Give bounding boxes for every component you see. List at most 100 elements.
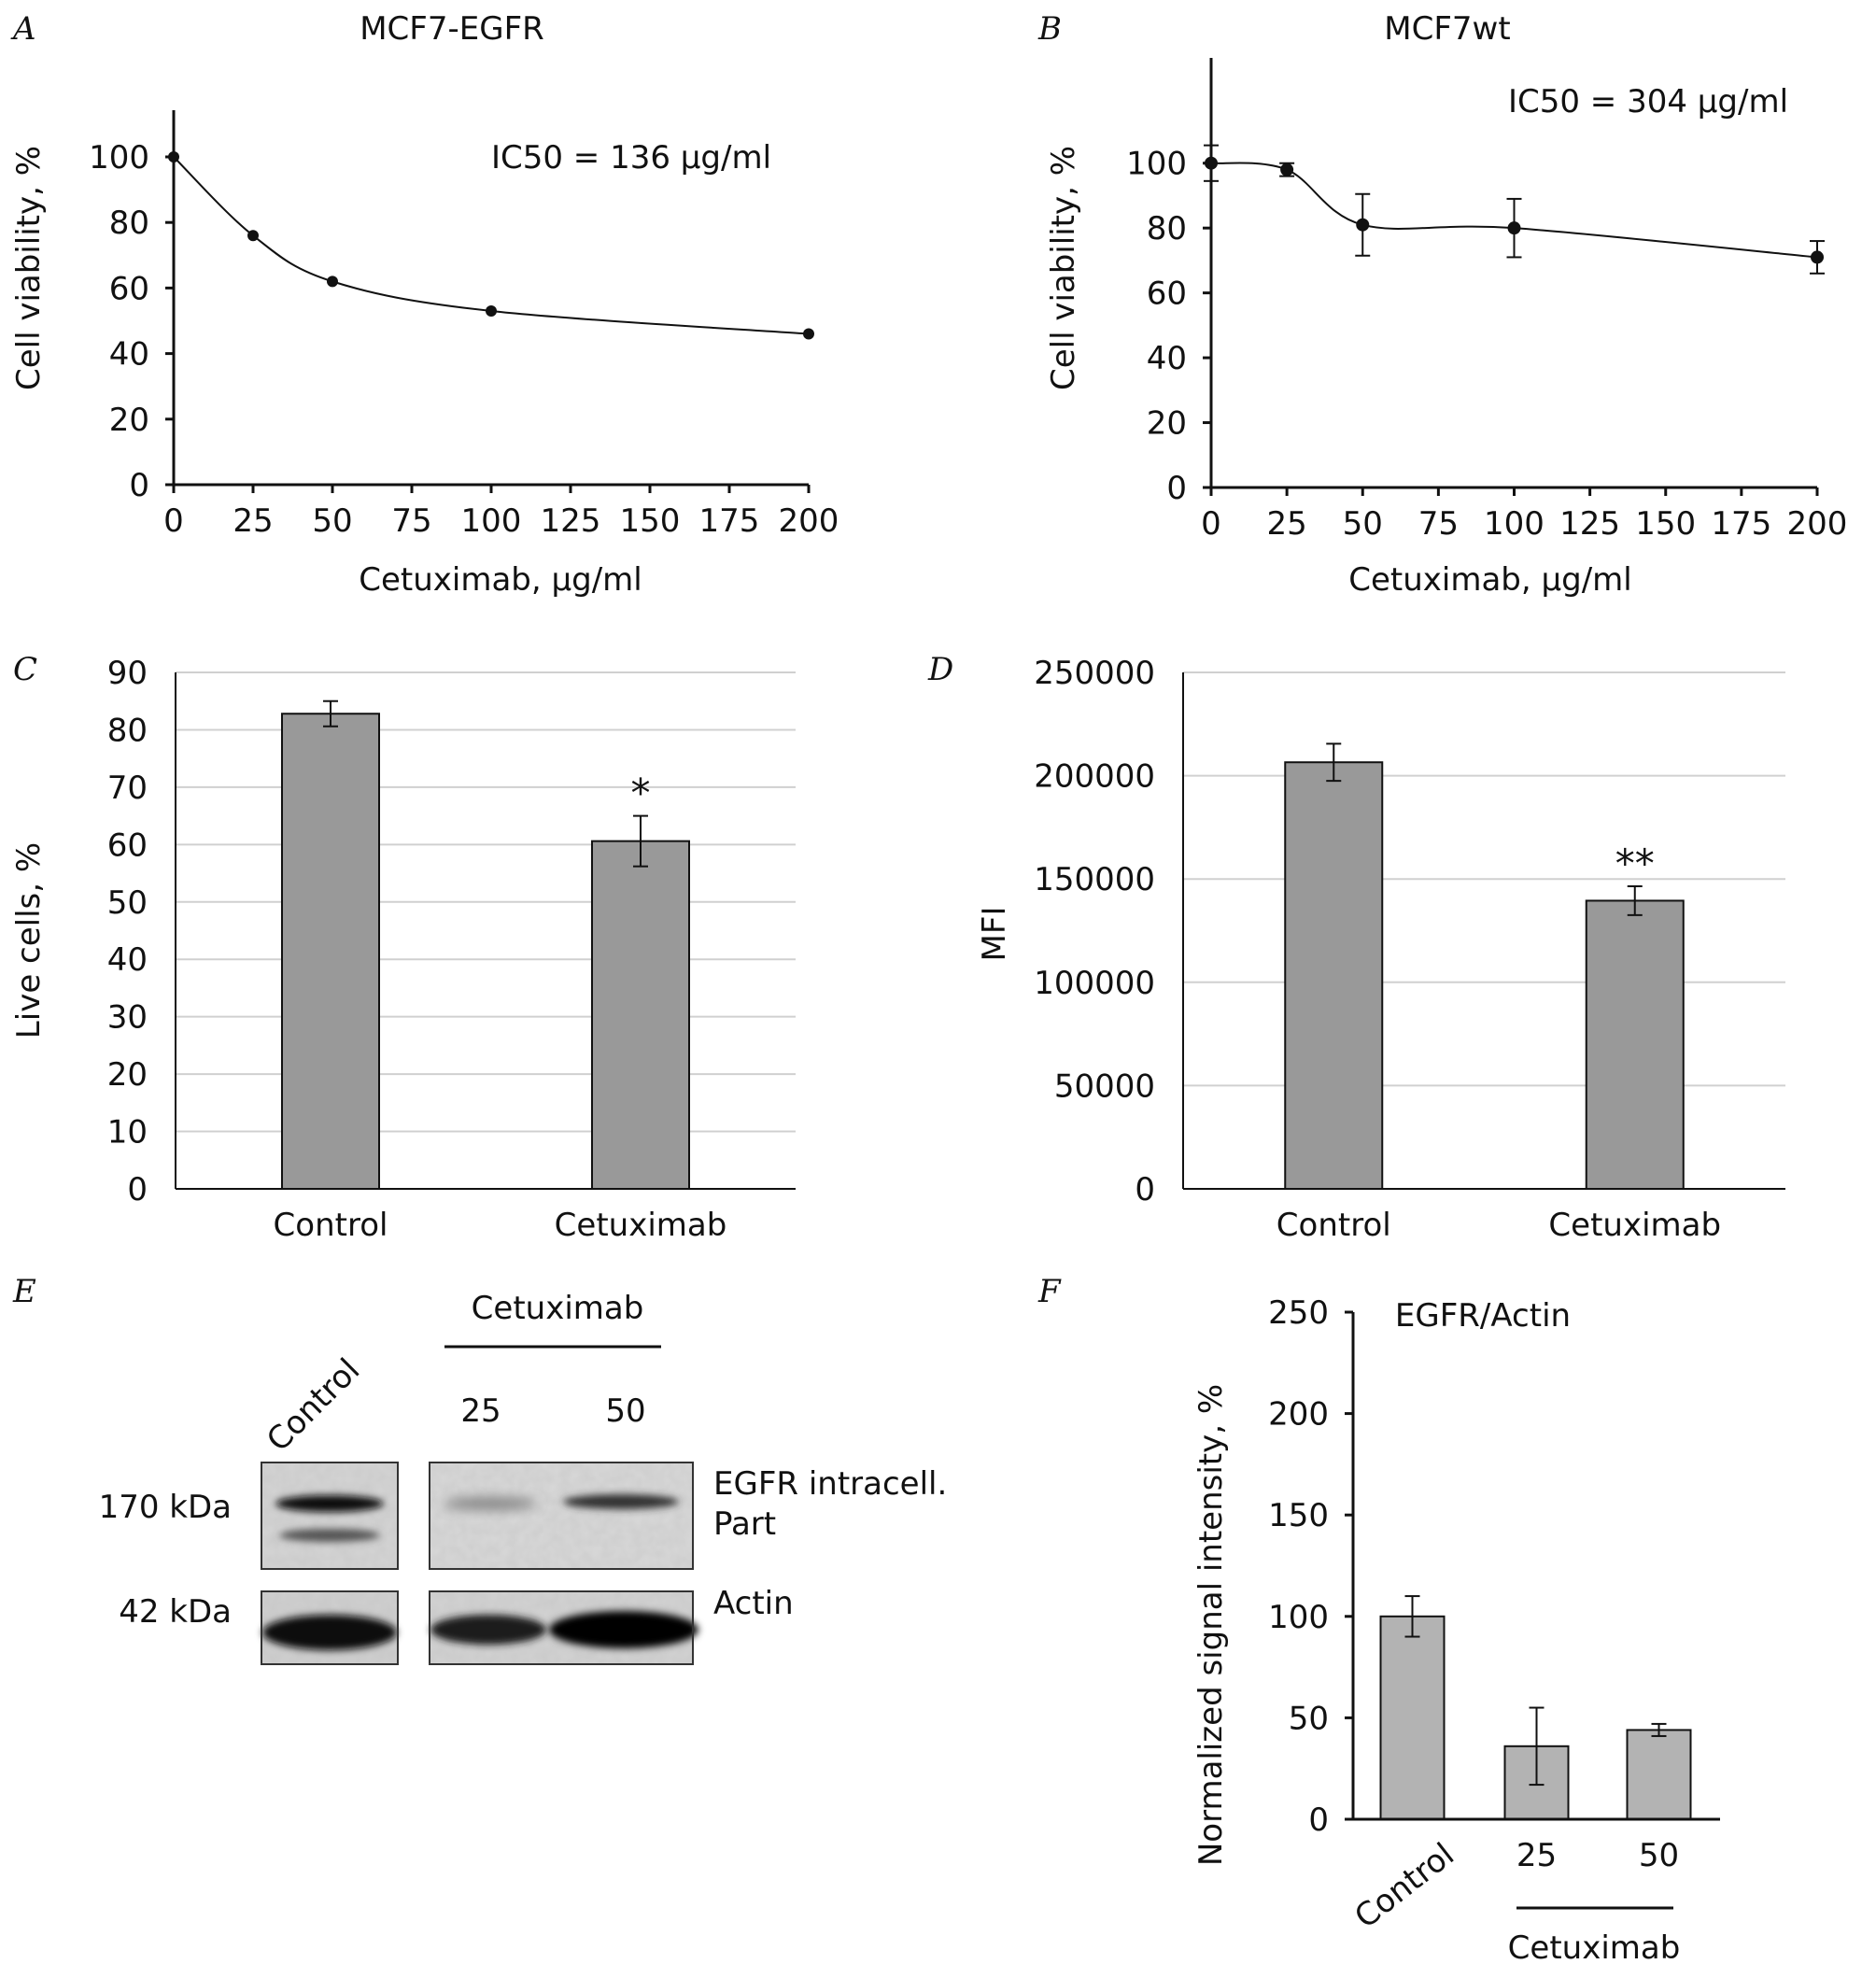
chart-a-ylabel: Cell viability, % (10, 146, 48, 390)
x-tick-label: 125 (541, 502, 601, 540)
blot-header: Cetuximab (472, 1290, 644, 1327)
x-tick-label: 175 (699, 502, 760, 540)
x-tick-label: 175 (1711, 505, 1771, 543)
x-tick-label: 150 (1635, 505, 1696, 543)
panel-e-western-blot: E Cetuximab Control 25 50 170 kDa 42 kDa… (12, 1273, 947, 1665)
category-label: Control (1277, 1207, 1391, 1244)
blot-band-egfr-50 (563, 1494, 679, 1509)
blot-mw-42: 42 kDa (119, 1593, 232, 1631)
y-tick-label: 100000 (1034, 965, 1155, 1002)
significance-marker: ** (1615, 841, 1655, 886)
blot-lane-50: 50 (605, 1392, 645, 1430)
panel-letter-e: E (12, 1273, 36, 1310)
category-label: 50 (1639, 1837, 1679, 1874)
y-tick-label: 10 (107, 1114, 148, 1152)
data-point (1356, 218, 1370, 232)
chart-d-ylabel: MFI (976, 907, 1013, 962)
data-point (168, 151, 179, 162)
x-tick-label: 50 (312, 502, 352, 540)
y-tick-label: 80 (1147, 210, 1187, 247)
blot-protein-actin: Actin (713, 1585, 794, 1622)
chart-b-xlabel: Cetuximab, µg/ml (1348, 561, 1632, 599)
y-tick-label: 200 (1268, 1396, 1329, 1434)
y-tick-label: 70 (107, 770, 148, 807)
y-tick-label: 100 (1268, 1599, 1329, 1636)
panel-letter-f: F (1037, 1273, 1062, 1310)
blot-band-actin-50 (549, 1611, 698, 1648)
chart-a-xlabel: Cetuximab, µg/ml (359, 561, 642, 599)
y-tick-label: 100 (89, 139, 149, 177)
panel-a: A MCF7-EGFR IC50 = 136 µg/ml Cell viabil… (10, 10, 839, 599)
data-point (1205, 156, 1218, 170)
y-tick-label: 80 (107, 712, 148, 749)
x-tick-label: 0 (1201, 505, 1221, 543)
y-tick-label: 0 (1166, 470, 1187, 507)
blot-band-egfr-control (275, 1495, 384, 1512)
chart-b-plot: 0 25 50 75 100 125 150 175 200 0 20 40 60 80 100 (1126, 58, 1847, 543)
data-point (247, 230, 259, 242)
y-tick-label: 200000 (1034, 758, 1155, 796)
data-point (486, 304, 497, 317)
x-tick-label: 100 (1484, 505, 1545, 543)
x-tick-label: 150 (620, 502, 681, 540)
blot-egfr-control-membrane (261, 1462, 399, 1570)
significance-marker: * (631, 770, 651, 816)
category-label: Cetuximab (555, 1207, 727, 1244)
panel-b: B MCF7wt IC50 = 304 µg/ml Cell viability… (1037, 10, 1847, 599)
y-tick-label: 50 (107, 884, 148, 922)
y-tick-label: 150 (1268, 1497, 1329, 1534)
chart-c-plot: 0 10 20 30 40 50 60 70 80 90 Control * Cetuximab (107, 655, 796, 1244)
y-tick-label: 60 (1147, 276, 1187, 313)
y-tick-label: 40 (107, 941, 148, 979)
chart-f-title: EGFR/Actin (1395, 1297, 1571, 1335)
data-point (1507, 221, 1521, 235)
blot-mw-170: 170 kDa (99, 1489, 232, 1526)
blot-protein-egfr: EGFR intracell. (713, 1465, 947, 1503)
data-point (803, 328, 814, 340)
y-tick-label: 40 (1147, 340, 1187, 377)
panel-letter-c: C (13, 651, 37, 688)
panel-letter-a: A (10, 10, 36, 48)
bar (281, 713, 380, 1190)
y-tick-label: 0 (127, 1171, 148, 1208)
chart-a-annotation: IC50 = 136 µg/ml (491, 139, 771, 177)
blot-lane-25: 25 (460, 1392, 501, 1430)
y-tick-label: 0 (1308, 1802, 1329, 1839)
category-label: Cetuximab (1548, 1207, 1721, 1244)
x-tick-label: 0 (163, 502, 184, 540)
panel-d: D MFI 0 50000 100000 150000 200000 250000 Cont… (927, 651, 1785, 1244)
bar (1284, 761, 1384, 1190)
data-point (1280, 162, 1294, 177)
chart-f-group-label: Cetuximab (1508, 1929, 1681, 1964)
blot-band-egfr-25 (444, 1497, 537, 1510)
y-tick-label: 50 (1289, 1700, 1329, 1737)
category-label: Control (274, 1207, 388, 1244)
y-tick-label: 250000 (1034, 655, 1155, 692)
bar (591, 840, 690, 1190)
panel-letter-b: B (1037, 10, 1062, 48)
y-tick-label: 100 (1126, 146, 1187, 183)
y-tick-label: 60 (107, 827, 148, 864)
blot-band-actin-25 (430, 1615, 546, 1645)
y-tick-label: 250 (1268, 1294, 1329, 1332)
x-tick-label: 50 (1343, 505, 1383, 543)
chart-a-title: MCF7-EGFR (360, 10, 544, 48)
y-tick-label: 20 (107, 1056, 148, 1094)
blot-lane-control: Control (260, 1351, 367, 1459)
y-tick-label: 60 (109, 270, 149, 307)
blot-protein-egfr-line2: Part (713, 1505, 776, 1543)
x-tick-label: 25 (1266, 505, 1306, 543)
chart-b-annotation: IC50 = 304 µg/ml (1508, 83, 1788, 120)
y-tick-label: 150000 (1034, 861, 1155, 898)
category-label: 25 (1516, 1837, 1557, 1874)
chart-b-ylabel: Cell viability, % (1045, 146, 1082, 390)
y-tick-label: 20 (1147, 405, 1187, 443)
x-tick-label: 125 (1559, 505, 1620, 543)
y-tick-label: 40 (109, 336, 149, 374)
y-tick-label: 80 (109, 205, 149, 242)
bar (1626, 1729, 1692, 1821)
chart-a-plot: 0 25 50 75 100 125 150 175 200 0 20 40 60 80 100 (89, 110, 839, 540)
chart-f-ylabel: Normalized signal intensity, % (1192, 1384, 1230, 1866)
x-tick-label: 100 (461, 502, 522, 540)
